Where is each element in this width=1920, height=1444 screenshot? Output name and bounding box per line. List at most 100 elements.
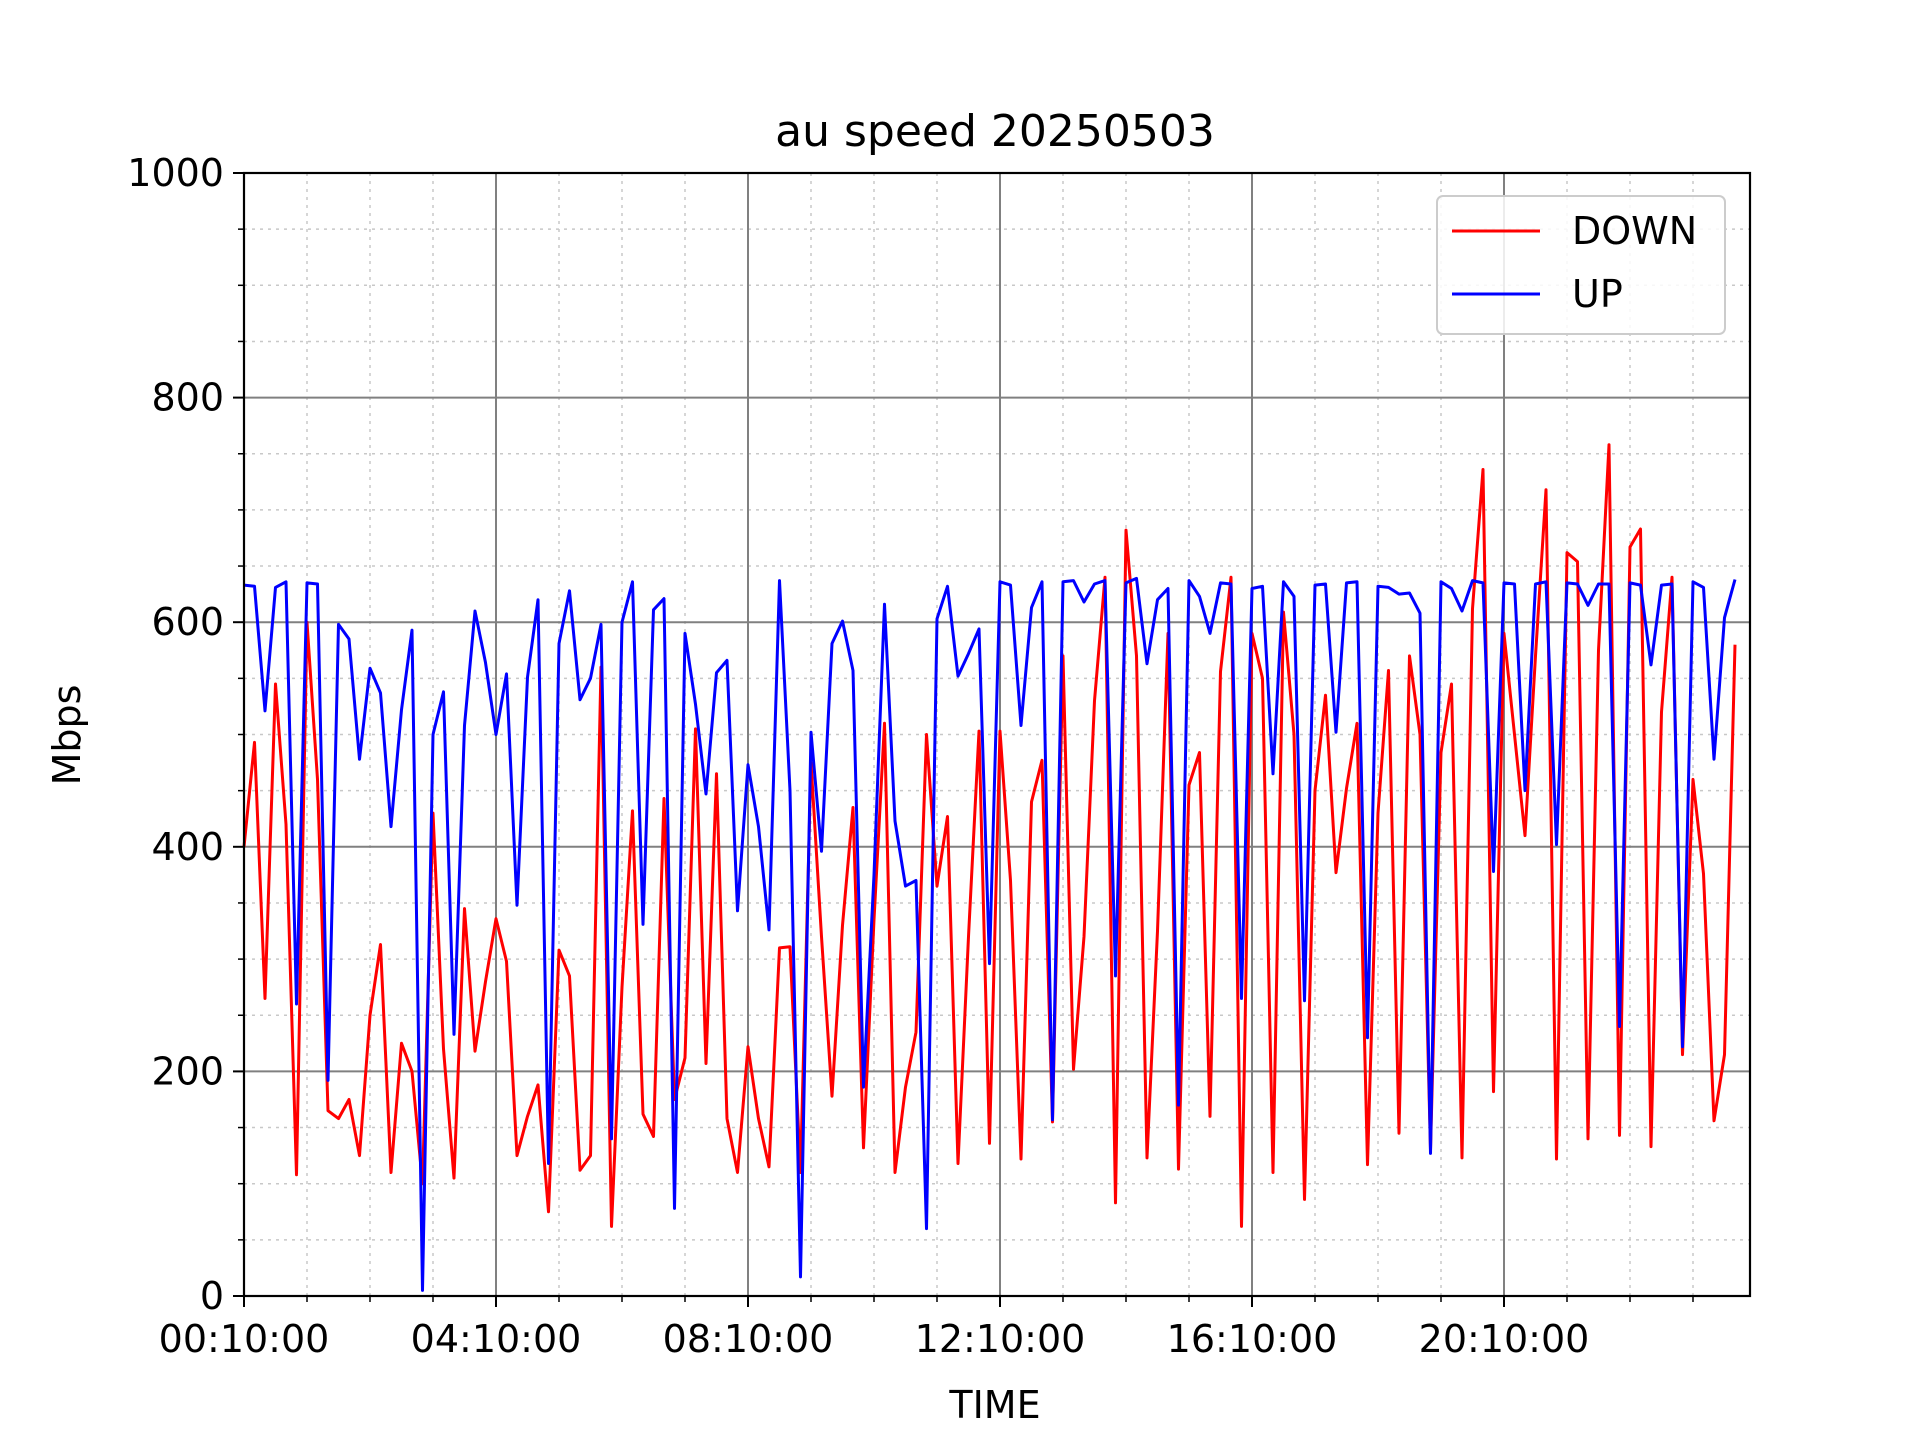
data-point-down — [1440, 751, 1443, 754]
series-layer — [242, 443, 1737, 1292]
legend-label-down: DOWN — [1572, 209, 1697, 253]
data-point-up — [1419, 612, 1422, 615]
data-point-up — [1513, 583, 1516, 586]
data-point-down — [1387, 669, 1390, 672]
data-point-up — [673, 1207, 676, 1210]
data-point-down — [1020, 1158, 1023, 1161]
data-point-up — [1555, 843, 1558, 846]
data-point-up — [369, 667, 372, 670]
data-point-down — [264, 997, 267, 1000]
data-point-up — [526, 676, 529, 679]
data-point-down — [1471, 607, 1474, 610]
x-tick-label: 12:10:00 — [915, 1317, 1086, 1361]
data-point-up — [1041, 580, 1044, 583]
data-point-down — [1135, 654, 1138, 657]
data-point-up — [999, 580, 1002, 583]
data-point-down — [1660, 711, 1663, 714]
data-point-up — [516, 904, 519, 907]
data-point-down — [904, 1086, 907, 1089]
data-point-up — [789, 789, 792, 792]
data-point-up — [1450, 587, 1453, 590]
data-point-up — [621, 621, 624, 624]
data-point-down — [1356, 722, 1359, 725]
data-point-up — [768, 928, 771, 931]
data-point-up — [736, 909, 739, 912]
data-point-down — [1324, 694, 1327, 697]
y-tick-label: 600 — [151, 600, 224, 644]
data-point-up — [1408, 592, 1411, 595]
data-point-down — [537, 1083, 540, 1086]
data-point-up — [894, 820, 897, 823]
data-point-down — [1702, 872, 1705, 875]
y-tick-label: 400 — [151, 825, 224, 869]
data-point-down — [348, 1098, 351, 1101]
data-point-down — [642, 1113, 645, 1116]
y-tick-label: 200 — [151, 1049, 224, 1093]
data-point-down — [1377, 812, 1380, 815]
data-point-down — [915, 1031, 918, 1034]
data-point-down — [894, 1171, 897, 1174]
data-point-down — [621, 986, 624, 989]
data-point-down — [1156, 930, 1159, 933]
data-point-down — [1671, 576, 1674, 579]
data-point-down — [285, 823, 288, 826]
data-point-up — [1135, 577, 1138, 580]
data-point-up — [1387, 586, 1390, 589]
data-point-up — [1660, 584, 1663, 587]
data-point-up — [778, 579, 781, 582]
data-point-up — [327, 1079, 330, 1082]
data-point-down — [1461, 1156, 1464, 1159]
data-point-up — [316, 583, 319, 586]
data-point-up — [747, 763, 750, 766]
data-point-up — [1282, 580, 1285, 583]
data-point-down — [1681, 1053, 1684, 1056]
data-point-down — [1618, 1134, 1621, 1137]
data-point-down — [442, 1047, 445, 1050]
data-point-down — [327, 1109, 330, 1112]
data-point-up — [1545, 580, 1548, 583]
x-axis-label: TIME — [948, 1383, 1040, 1427]
y-tick-label: 800 — [151, 376, 224, 420]
data-point-down — [526, 1115, 529, 1118]
data-point-up — [1377, 585, 1380, 588]
data-point-down — [369, 1014, 372, 1017]
data-point-up — [1440, 580, 1443, 583]
data-point-up — [1083, 601, 1086, 604]
data-point-up — [589, 677, 592, 680]
data-point-up — [400, 708, 403, 711]
data-point-down — [1398, 1132, 1401, 1135]
data-point-down — [1030, 800, 1033, 803]
data-point-up — [1219, 581, 1222, 584]
data-point-up — [1366, 1036, 1369, 1039]
data-point-up — [1177, 1104, 1180, 1107]
data-point-up — [421, 1289, 424, 1292]
data-point-up — [715, 671, 718, 674]
data-point-up — [862, 1086, 865, 1089]
data-point-down — [705, 1062, 708, 1065]
data-point-down — [820, 935, 823, 938]
data-point-up — [936, 617, 939, 620]
data-point-up — [579, 698, 582, 701]
data-point-down — [579, 1169, 582, 1172]
x-tick-label: 04:10:00 — [411, 1317, 582, 1361]
data-point-down — [547, 1210, 550, 1213]
data-point-down — [463, 907, 466, 910]
data-point-down — [568, 974, 571, 977]
data-point-down — [1114, 1201, 1117, 1204]
data-point-up — [1167, 587, 1170, 590]
data-point-down — [295, 1173, 298, 1176]
data-point-down — [1492, 1090, 1495, 1093]
data-point-down — [610, 1225, 613, 1228]
data-point-down — [1408, 654, 1411, 657]
data-point-up — [1723, 616, 1726, 619]
data-point-down — [957, 1162, 960, 1165]
x-tick-label: 16:10:00 — [1167, 1317, 1338, 1361]
data-point-down — [946, 815, 949, 818]
data-point-up — [1681, 1045, 1684, 1048]
data-point-up — [978, 627, 981, 630]
data-point-up — [264, 709, 267, 712]
data-point-down — [736, 1171, 739, 1174]
data-point-up — [726, 659, 729, 662]
data-point-down — [484, 980, 487, 983]
data-point-down — [1240, 1225, 1243, 1228]
